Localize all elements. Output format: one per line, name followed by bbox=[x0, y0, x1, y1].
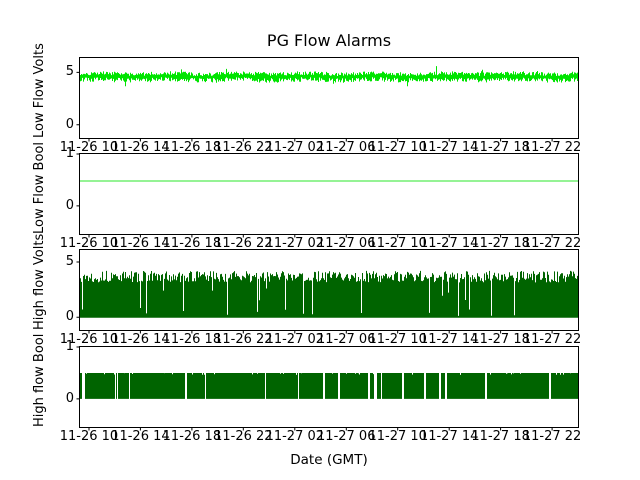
y-tick-label: 5 bbox=[65, 254, 74, 270]
tick-marks-3 bbox=[76, 261, 553, 334]
x-tick-label: 11-27 22 bbox=[522, 236, 582, 251]
x-tick-label: 11-27 10 bbox=[368, 236, 427, 251]
x-tick-label: 11-27 06 bbox=[317, 236, 376, 251]
y-axis-label-2: Low Flow Bool bbox=[32, 142, 47, 234]
x-tick-label: 11-27 02 bbox=[265, 429, 325, 444]
y-tick-label: 0 bbox=[65, 309, 74, 325]
x-tick-label: 11-27 02 bbox=[265, 236, 325, 251]
x-tick-label: 11-26 14 bbox=[111, 236, 170, 251]
subplot-axes-4: 1 0 High flow Bool 11-26 10 11-26 14 11-26 18… bbox=[32, 334, 581, 444]
x-tick-label: 11-27 14 bbox=[419, 332, 479, 347]
tick-marks-1 bbox=[76, 71, 553, 142]
x-tick-label: 11-27 10 bbox=[368, 332, 427, 347]
x-tick-label: 11-27 14 bbox=[419, 140, 479, 155]
y-axis-label-3: High flow Volts bbox=[32, 233, 47, 330]
x-tick-label: 11-27 14 bbox=[419, 429, 479, 444]
tick-marks-2 bbox=[76, 153, 553, 238]
series-1-path bbox=[80, 66, 578, 87]
x-tick-label: 11-26 10 bbox=[59, 332, 119, 347]
x-tick-label: 11-26 22 bbox=[214, 429, 273, 444]
y-axis-label-4: High flow Bool bbox=[32, 333, 47, 427]
x-tick-label: 11-27 14 bbox=[419, 236, 479, 251]
x-tick-label: 11-26 14 bbox=[111, 332, 170, 347]
series-3-path bbox=[80, 270, 578, 318]
y-tick-label: 1 bbox=[65, 339, 74, 354]
chart-title: PG Flow Alarms bbox=[266, 31, 392, 50]
x-tick-label: 11-27 22 bbox=[522, 332, 582, 347]
subplot-axes-1: 5 0 Low Flow Volts 11-26 10 11-26 14 11-26 18… bbox=[32, 43, 581, 154]
x-tick-label: 11-26 10 bbox=[59, 140, 119, 155]
x-tick-label: 11-27 02 bbox=[265, 332, 325, 347]
tick-marks-4 bbox=[76, 346, 553, 431]
x-tick-label: 11-27 10 bbox=[368, 140, 427, 155]
y-tick-label: 1 bbox=[65, 146, 74, 161]
subplot-plot-area-1 bbox=[76, 66, 578, 142]
x-tick-label: 11-26 14 bbox=[111, 140, 170, 155]
x-tick-label: 11-26 10 bbox=[59, 429, 119, 444]
x-tick-label: 11-26 18 bbox=[162, 140, 222, 155]
x-tick-label: 11-26 22 bbox=[214, 332, 273, 347]
y-axis-label-1: Low Flow Volts bbox=[32, 43, 47, 138]
x-tick-label: 11-26 18 bbox=[162, 332, 222, 347]
series-4-path bbox=[80, 373, 578, 399]
x-tick-label: 11-26 18 bbox=[162, 429, 222, 444]
subplot-plot-area-3 bbox=[76, 261, 578, 334]
x-tick-label: 11-27 22 bbox=[522, 140, 582, 155]
x-tick-label: 11-26 10 bbox=[59, 236, 119, 251]
x-tick-label: 11-27 18 bbox=[471, 332, 530, 347]
x-tick-label: 11-26 14 bbox=[111, 429, 170, 444]
x-tick-label: 11-27 06 bbox=[317, 140, 376, 155]
subplot-plot-area-2 bbox=[76, 153, 578, 238]
x-tick-label: 11-27 10 bbox=[368, 429, 427, 444]
x-tick-label: 11-26 22 bbox=[214, 236, 273, 251]
subplot-axes-2: 1 0 Low Flow Bool 11-26 10 11-26 14 11-26 18 1… bbox=[32, 142, 581, 250]
x-tick-label: 11-27 18 bbox=[471, 140, 530, 155]
x-tick-label: 11-27 22 bbox=[522, 429, 582, 444]
subplot-axes-3: 5 0 High flow Volts 11-26 10 11-26 14 11-26 1… bbox=[32, 234, 581, 347]
x-tick-label: 11-27 18 bbox=[471, 429, 530, 444]
subplot-plot-area-4 bbox=[76, 346, 578, 431]
x-tick-label: 11-27 06 bbox=[317, 332, 376, 347]
x-tick-label: 11-26 18 bbox=[162, 236, 222, 251]
y-tick-label: 0 bbox=[65, 116, 74, 132]
x-tick-label: 11-26 22 bbox=[214, 140, 273, 155]
y-tick-label: 5 bbox=[65, 64, 74, 80]
y-tick-label: 0 bbox=[65, 390, 74, 406]
x-tick-label: 11-27 02 bbox=[265, 140, 325, 155]
y-tick-label: 0 bbox=[65, 197, 74, 213]
x-tick-label: 11-27 06 bbox=[317, 429, 376, 444]
x-axis-title: Date (GMT) bbox=[290, 452, 368, 468]
x-tick-label: 11-27 18 bbox=[471, 236, 530, 251]
